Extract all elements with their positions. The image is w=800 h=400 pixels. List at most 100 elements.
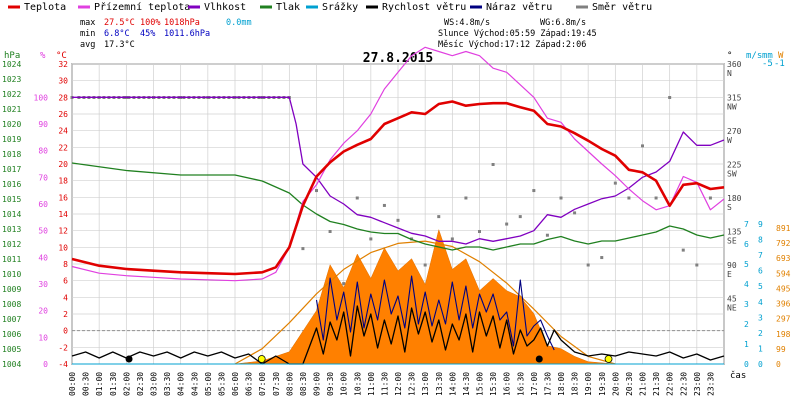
- tick-time: 16:00: [503, 372, 512, 396]
- tick-time: 23:30: [706, 372, 715, 396]
- tick-c: 22: [58, 143, 68, 152]
- axis-unit-labels: hPa % °C ° m/s mm W -5 -1 čas: [4, 51, 785, 381]
- sun-marker: [257, 355, 266, 363]
- tick-ms: 2: [744, 320, 749, 329]
- tick-time: 08:30: [299, 372, 308, 396]
- tick-time: 02:00: [122, 372, 131, 396]
- direction-point: [396, 218, 400, 222]
- tick-time: 07:30: [272, 372, 281, 396]
- tick-pct: 10: [38, 333, 48, 342]
- direction-point: [478, 230, 481, 233]
- tick-ms: 0: [744, 360, 749, 369]
- direction-point: [668, 96, 672, 99]
- tick-direction: 225: [727, 161, 742, 170]
- tick-pct: 80: [38, 147, 48, 156]
- stats-moon: Měsíc Východ:17:12 Západ:2:06: [438, 40, 586, 50]
- legend: Teplota Přízemní teplota Vlhkost Tlak Sr…: [8, 1, 652, 13]
- tick-time: 15:30: [489, 372, 498, 396]
- stats-ws: WS:4.8m/s: [444, 18, 490, 28]
- tick-pct: 100: [34, 93, 49, 102]
- direction-point: [654, 196, 658, 200]
- tick-pct: 30: [38, 280, 48, 289]
- axis-unit-hpa: hPa: [4, 51, 20, 61]
- stats-min-hum: 45%: [140, 29, 155, 39]
- axis-unit-pct: %: [40, 51, 46, 61]
- stats-max-temp: 27.5°C: [104, 18, 135, 28]
- tick-c: 26: [58, 110, 68, 119]
- direction-point: [301, 247, 305, 251]
- tick-direction: NE: [727, 304, 737, 313]
- direction-point: [464, 196, 468, 200]
- tick-time: 13:30: [435, 372, 444, 396]
- tick-pct: 70: [38, 173, 48, 182]
- tick-time: 04:00: [177, 372, 186, 396]
- tick-c: 20: [58, 160, 68, 169]
- axis-unit-c: °C: [56, 51, 67, 61]
- tick-hpa: 1012: [2, 240, 21, 249]
- tick-mm: 1: [758, 344, 763, 353]
- tick-hpa: 1010: [2, 270, 21, 279]
- axis-ms-top: -5: [762, 59, 773, 69]
- tick-direction: 180: [727, 194, 742, 203]
- tick-mm: 6: [758, 267, 763, 276]
- tick-time: 11:30: [380, 372, 389, 396]
- tick-hpa: 1018: [2, 150, 21, 159]
- tick-time: 09:30: [326, 372, 335, 396]
- tick-w: 99: [776, 345, 786, 354]
- tick-ms: 3: [744, 300, 749, 309]
- stats-min-press: 1011.6hPa: [164, 29, 210, 39]
- legend-label-tlak: Tlak: [276, 2, 300, 13]
- tick-hpa: 1004: [2, 360, 21, 369]
- tick-hpa: 1017: [2, 165, 21, 174]
- direction-point: [695, 263, 699, 267]
- tick-c: 4: [63, 293, 68, 302]
- plot-area: [70, 46, 725, 365]
- tick-time: 00:00: [68, 372, 77, 396]
- tick-c: 30: [58, 77, 68, 86]
- tick-hpa: 1006: [2, 330, 21, 339]
- tick-time: 17:00: [530, 372, 539, 396]
- direction-point: [600, 256, 604, 260]
- tick-c: 6: [63, 277, 68, 286]
- legend-label-rychlost: Rychlost větru: [382, 1, 466, 13]
- direction-point: [532, 189, 536, 193]
- direction-point: [491, 163, 495, 166]
- tick-time: 23:00: [693, 372, 702, 396]
- tick-time: 10:30: [353, 372, 362, 396]
- legend-label-vlhkost: Vlhkost: [204, 2, 246, 13]
- tick-time: 21:00: [639, 372, 648, 396]
- tick-direction: 315: [727, 94, 742, 103]
- direction-point: [708, 196, 712, 200]
- tick-mm: 0: [758, 360, 763, 369]
- tick-time: 02:30: [136, 372, 145, 396]
- series-gust-line: [315, 275, 555, 351]
- direction-point: [681, 248, 685, 252]
- tick-direction: 360: [727, 60, 742, 69]
- stats-max-press: 1018hPa: [164, 18, 200, 28]
- direction-point: [355, 196, 359, 200]
- legend-label-prizemni: Přízemní teplota: [94, 1, 190, 13]
- tick-pct: 60: [38, 200, 48, 209]
- direction-point: [505, 222, 509, 226]
- tick-mm: 9: [758, 220, 763, 229]
- tick-c: 8: [63, 260, 68, 269]
- tick-time: 18:30: [571, 372, 580, 396]
- tick-time: 13:00: [421, 372, 430, 396]
- tick-hpa: 1022: [2, 90, 21, 99]
- tick-hpa: 1011: [2, 255, 21, 264]
- legend-label-teplota: Teplota: [24, 2, 66, 13]
- direction-point: [573, 211, 577, 215]
- tick-mm: 5: [758, 282, 763, 291]
- axis-ticks: 1024102310221021102010191018101710161015…: [2, 60, 791, 396]
- tick-w: 891: [776, 224, 791, 233]
- tick-hpa: 1023: [2, 75, 21, 84]
- stats-block: max 27.5°C 100% 1018hPa 0.0mm min 6.8°C …: [80, 18, 597, 50]
- series-temperature-line: [71, 100, 725, 276]
- axis-unit-mm: mm: [762, 51, 773, 61]
- series-solar-max-line: [234, 240, 616, 365]
- tick-mm: 7: [758, 251, 763, 260]
- tick-time: 09:00: [313, 372, 322, 396]
- tick-time: 22:30: [679, 372, 688, 396]
- direction-point: [328, 230, 332, 233]
